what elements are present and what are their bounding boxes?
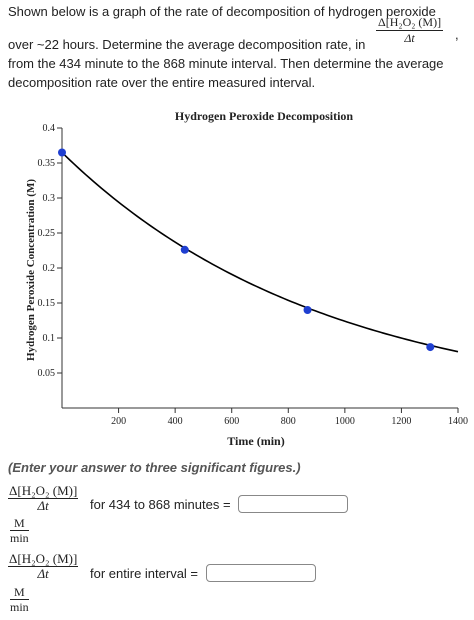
x-tick-label: 800 (281, 416, 296, 427)
answer-2-input[interactable] (206, 564, 316, 582)
chart-title: Hydrogen Peroxide Decomposition (175, 109, 354, 123)
answer-1-input[interactable] (238, 495, 348, 513)
decay-curve-line (61, 151, 459, 353)
x-tick-label: 1200 (391, 416, 411, 427)
y-tick-label: 0.1 (43, 333, 56, 344)
y-tick-label: 0.35 (38, 158, 56, 169)
y-tick-label: 0.2 (43, 263, 56, 274)
answer-1-label: for 434 to 868 minutes = (90, 497, 231, 512)
answer-1-unit-numerator: M (10, 516, 29, 531)
question-line-2: over ~22 hours. Determine the average de… (8, 15, 468, 54)
decay-curve-layer (61, 151, 459, 353)
y-tick-label: 0.15 (38, 298, 56, 309)
x-tick-label: 600 (224, 416, 239, 427)
x-tick-label: 200 (111, 416, 126, 427)
y-tick-label: 0.25 (38, 228, 56, 239)
answer-2-unit-numerator: M (10, 585, 29, 600)
answer-2-unit: M min (10, 585, 29, 614)
x-tick-label: 1400 (448, 416, 468, 427)
rate-fraction: Δ[H₂O₂ (M)] Δt (376, 15, 444, 46)
x-axis-label: Time (min) (227, 434, 284, 448)
y-axis-label: Hydrogen Peroxide Concentration (M) (25, 179, 37, 361)
question-line-1: Shown below is a graph of the rate of de… (8, 4, 436, 19)
answer-2-label: for entire interval = (90, 566, 199, 581)
answer-2-denominator: Δt (37, 566, 49, 581)
data-points-layer (58, 148, 435, 352)
answer-2-numerator: Δ[H₂O₂ (M)] (8, 551, 79, 567)
axes (61, 128, 458, 409)
answer-2-rate-fraction: Δ[H₂O₂ (M)] Δt (8, 551, 79, 581)
question-text: Shown below is a graph of the rate of de… (8, 2, 468, 92)
question-line-3: from the 434 minute to the 868 minute in… (8, 56, 444, 71)
rate-numerator: Δ[H₂O₂ (M)] (376, 15, 444, 31)
decomposition-chart: Hydrogen Peroxide Decomposition Hydrogen… (25, 109, 469, 448)
tick-marks: 200 400 600 800 1000 1200 1400 0.05 0.1 0.15 0.2 0.… (38, 123, 469, 427)
instructions: (Enter your answer to three significant … (8, 460, 301, 475)
rate-denominator: Δt (404, 31, 415, 45)
answer-2-unit-denominator: min (10, 600, 29, 614)
data-point (426, 343, 435, 352)
answer-1-denominator: Δt (37, 498, 49, 513)
data-point (58, 148, 66, 157)
trailing-comma: , (455, 27, 459, 42)
y-tick-label: 0.4 (43, 123, 56, 134)
answer-1-rate-fraction: Δ[H₂O₂ (M)] Δt (8, 483, 79, 513)
data-point (303, 306, 312, 314)
y-tick-label: 0.05 (38, 368, 56, 379)
question-line-2-text: over ~22 hours. Determine the average de… (8, 37, 366, 52)
answer-1-unit-denominator: min (10, 531, 29, 545)
answer-1-unit: M min (10, 516, 29, 545)
question-line-4: decomposition rate over the entire measu… (8, 75, 316, 90)
x-tick-label: 1000 (335, 416, 355, 427)
data-point (180, 245, 189, 254)
answer-1-numerator: Δ[H₂O₂ (M)] (8, 483, 79, 499)
x-tick-label: 400 (168, 416, 183, 427)
y-tick-label: 0.3 (43, 193, 56, 204)
